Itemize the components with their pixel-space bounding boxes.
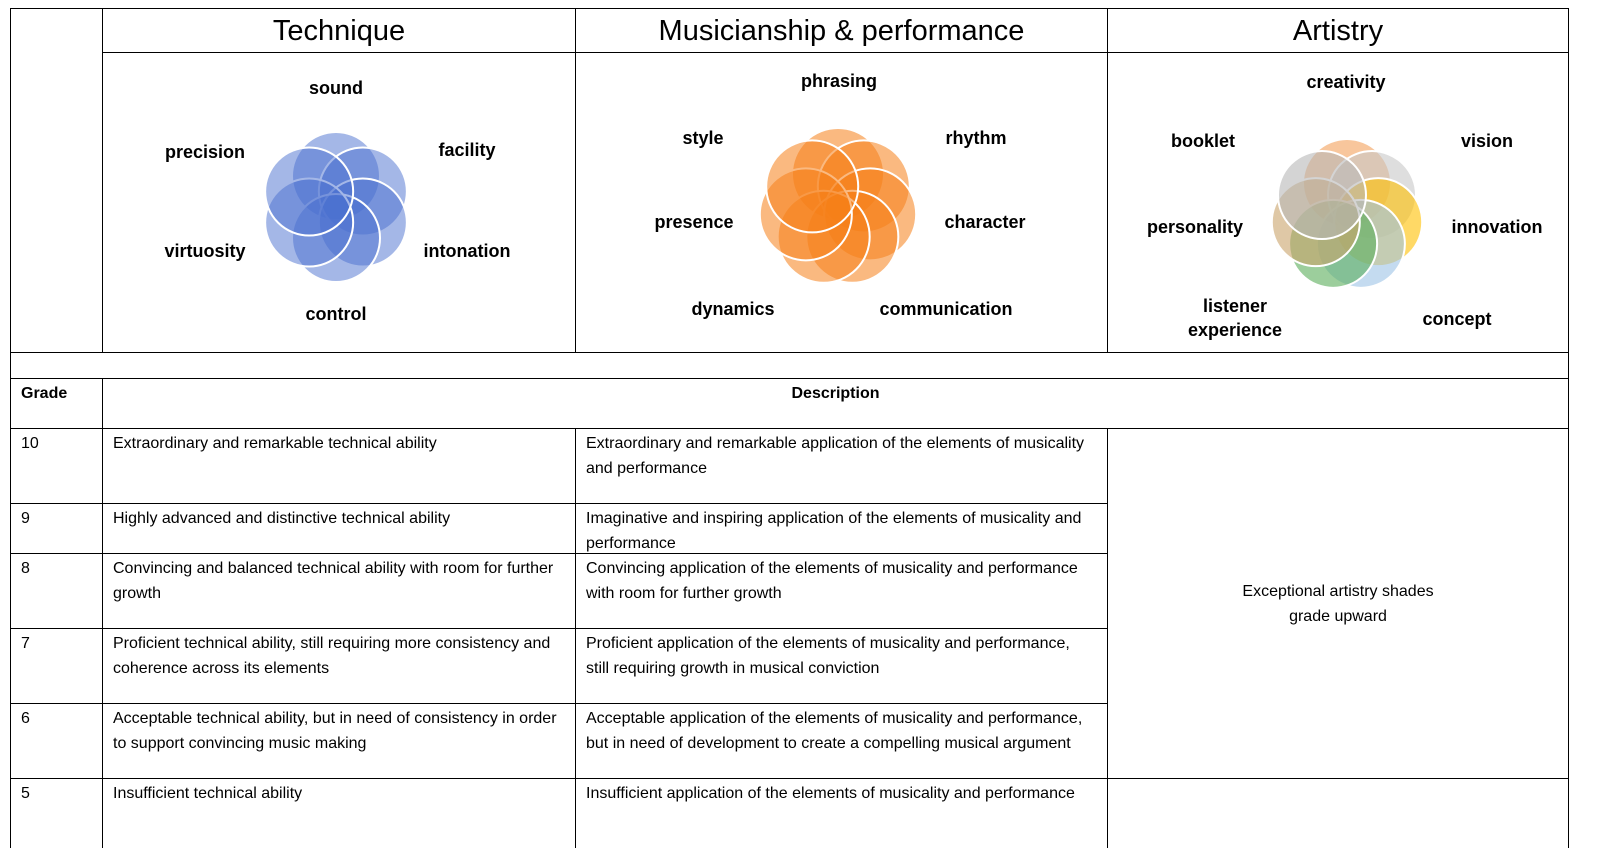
- description: Insufficient application of the elements…: [575, 778, 1108, 848]
- petal: [264, 146, 355, 237]
- diagram-label: sound: [309, 78, 363, 98]
- diagram-label: dynamics: [691, 299, 775, 319]
- description: Imaginative and inspiring application of…: [575, 503, 1108, 554]
- diagram-label: control: [305, 304, 367, 324]
- diagram-label: facility: [438, 140, 496, 160]
- diagram-label: presence: [654, 212, 734, 232]
- artistry-note: Exceptional artistry shades grade upward: [1107, 428, 1569, 779]
- grade: 5: [10, 778, 103, 848]
- grade-header: Grade: [10, 378, 103, 429]
- description: Highly advanced and distinctive technica…: [102, 503, 576, 554]
- grade: 7: [10, 628, 103, 704]
- diagram-label: character: [944, 212, 1026, 232]
- diagram-label: rhythm: [945, 128, 1007, 148]
- description-header: Description: [102, 378, 1569, 429]
- description: Acceptable application of the elements o…: [575, 703, 1108, 779]
- column-title: Artistry: [1107, 8, 1569, 53]
- diagram-cell: [575, 52, 1108, 353]
- grade: 9: [10, 503, 103, 554]
- blank-cell: [1107, 778, 1569, 848]
- column-title: Musicianship & performance: [575, 8, 1108, 53]
- diagram-label: innovation: [1451, 217, 1543, 237]
- diagram-label: communication: [879, 299, 1013, 319]
- diagram-label: personality: [1146, 217, 1244, 237]
- description: Proficient application of the elements o…: [575, 628, 1108, 704]
- diagram-label: phrasing: [800, 71, 878, 91]
- description: Extraordinary and remarkable technical a…: [102, 428, 576, 504]
- diagram-label: intonation: [423, 241, 511, 261]
- description: Proficient technical ability, still requ…: [102, 628, 576, 704]
- blank-cell: [10, 8, 103, 353]
- diagram-label: booklet: [1170, 131, 1236, 151]
- diagram-label: style: [682, 128, 724, 148]
- description: Convincing application of the elements o…: [575, 553, 1108, 629]
- grade: 10: [10, 428, 103, 504]
- diagram-label: precision: [164, 142, 246, 162]
- diagram-label: vision: [1460, 131, 1514, 151]
- description: Insufficient technical ability: [102, 778, 576, 848]
- diagram-label: creativity: [1306, 72, 1386, 92]
- diagram-label: listener experience: [1187, 296, 1283, 340]
- diagram-label: concept: [1422, 309, 1492, 329]
- grade: 8: [10, 553, 103, 629]
- petal: [1276, 150, 1367, 241]
- petal: [765, 139, 860, 234]
- description: Extraordinary and remarkable application…: [575, 428, 1108, 504]
- grade: 6: [10, 703, 103, 779]
- blank-row: [10, 352, 1569, 379]
- diagram-label: virtuosity: [164, 241, 246, 261]
- description: Convincing and balanced technical abilit…: [102, 553, 576, 629]
- description: Acceptable technical ability, but in nee…: [102, 703, 576, 779]
- column-title: Technique: [102, 8, 576, 53]
- diagram-cell: [1107, 52, 1569, 353]
